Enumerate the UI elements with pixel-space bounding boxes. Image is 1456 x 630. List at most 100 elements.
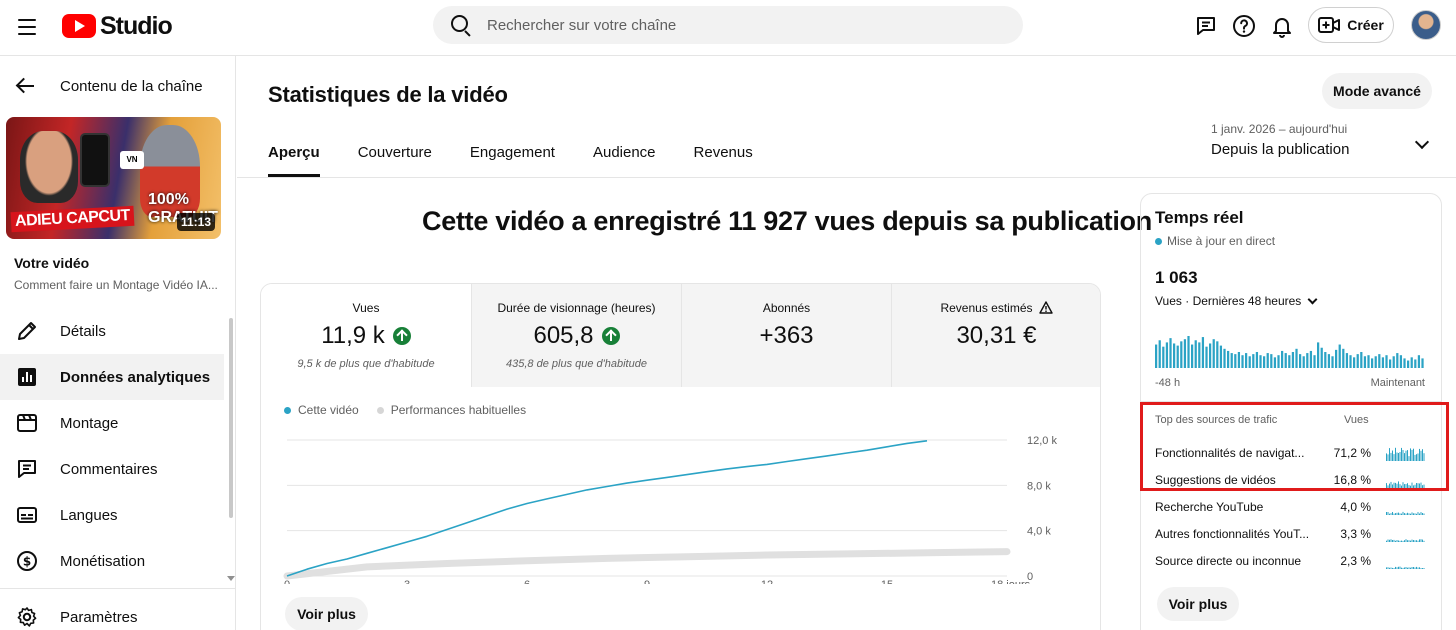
sidebar-scrollbar[interactable] <box>229 318 233 518</box>
sparkline-bar <box>1422 568 1423 569</box>
hamburger-icon[interactable] <box>14 14 40 40</box>
x-tick-label: 6 <box>524 579 530 584</box>
sparkline-bar <box>1410 513 1411 515</box>
sidebar-item-label: Montage <box>60 414 119 432</box>
sparkline-bar <box>1422 513 1423 515</box>
realtime-metric-dropdown[interactable]: Vues · Dernières 48 heures <box>1155 294 1318 308</box>
feedback-icon[interactable] <box>1193 13 1219 39</box>
series-line-this-video <box>286 440 928 577</box>
sparkline-bar <box>1413 485 1414 488</box>
sparkline-bar <box>1404 453 1405 461</box>
sparkline-bar <box>1404 540 1405 542</box>
youtube-studio-logo[interactable]: Studio <box>62 11 173 41</box>
sparkline-bar <box>1419 513 1420 515</box>
traffic-source-row[interactable]: Suggestions de vidéos 16,8 % <box>1155 469 1435 491</box>
sidebar-divider <box>0 588 235 589</box>
realtime-bar <box>1216 341 1219 368</box>
sidebar-item-comments[interactable]: Commentaires <box>0 446 224 492</box>
sparkline-bar <box>1405 484 1407 488</box>
see-more-button[interactable]: Voir plus <box>285 597 368 630</box>
svg-text:$: $ <box>23 555 31 569</box>
realtime-bar <box>1252 354 1255 368</box>
realtime-bar <box>1410 357 1413 368</box>
top-bar: Studio Créer <box>0 0 1456 56</box>
traffic-source-name: Recherche YouTube <box>1155 500 1264 514</box>
sparkline-bar <box>1423 568 1425 569</box>
advanced-mode-button[interactable]: Mode avancé <box>1322 73 1432 109</box>
x-tick-label: 18 jours <box>991 579 1031 584</box>
sparkline-bar <box>1417 483 1419 488</box>
realtime-bar <box>1191 344 1194 368</box>
back-to-channel-content[interactable]: Contenu de la chaîne <box>0 68 235 104</box>
realtime-axis: -48 h Maintenant <box>1155 377 1425 389</box>
sparkline-bar <box>1417 567 1419 569</box>
sparkline-bar <box>1419 483 1420 488</box>
sidebar-item-analytics[interactable]: Données analytiques <box>0 354 224 400</box>
sparkline-bar <box>1402 450 1404 461</box>
sparkline-bar <box>1390 539 1392 542</box>
traffic-source-row[interactable]: Source directe ou inconnue 2,3 % <box>1155 550 1435 572</box>
search-bar[interactable] <box>433 6 1023 44</box>
sparkline-bar <box>1395 566 1396 569</box>
realtime-bar <box>1288 355 1291 368</box>
sparkline-bar <box>1420 450 1422 461</box>
sparkline-bar <box>1413 448 1414 461</box>
video-thumbnail[interactable]: VN ADIEU CAPCUT 100% GRATUIT 11:13 <box>6 117 221 239</box>
sparkline-bar <box>1405 567 1407 569</box>
sparkline-bar <box>1408 513 1410 515</box>
search-input[interactable] <box>487 16 1007 34</box>
notifications-icon[interactable] <box>1269 13 1295 39</box>
realtime-bar <box>1363 356 1367 368</box>
sidebar-item-languages[interactable]: Langues <box>0 492 224 538</box>
tab-reach[interactable]: Couverture <box>357 144 432 161</box>
help-icon[interactable] <box>1231 13 1257 39</box>
scroll-down-icon[interactable] <box>227 576 235 581</box>
realtime-bar <box>1356 354 1359 368</box>
sparkline-bar <box>1392 567 1393 569</box>
youtube-logo <box>62 14 96 38</box>
realtime-bar <box>1299 354 1302 368</box>
traffic-source-row[interactable]: Autres fonctionnalités YouT... 3,3 % <box>1155 523 1435 545</box>
realtime-bar <box>1173 343 1176 368</box>
warning-icon[interactable] <box>1038 301 1053 314</box>
tab-revenue[interactable]: Revenus <box>693 144 753 161</box>
trend-up-icon <box>392 327 411 345</box>
search-icon[interactable] <box>443 6 485 44</box>
sidebar-item-details[interactable]: Détails <box>0 308 224 354</box>
sparkline-bar <box>1393 568 1395 569</box>
sparkline-bar <box>1408 456 1410 461</box>
sparkline-bar <box>1399 566 1401 569</box>
metric-revenue[interactable]: Revenus estimés 30,31 € <box>891 284 1100 387</box>
views-line-chart[interactable]: 0 4,0 k 8,0 k 12,0 k 0 3 6 9 12 15 18 jours <box>261 424 1101 584</box>
tab-engagement[interactable]: Engagement <box>469 144 555 161</box>
date-range-selector[interactable]: 1 janv. 2026 – aujourd'hui Depuis la pub… <box>1211 122 1441 162</box>
traffic-source-row[interactable]: Fonctionnalités de navigat... 71,2 % <box>1155 442 1435 464</box>
sparkline-bar <box>1399 513 1401 515</box>
realtime-bar <box>1155 344 1158 368</box>
traffic-source-row[interactable]: Recherche YouTube 4,0 % <box>1155 496 1435 518</box>
tab-audience[interactable]: Audience <box>592 144 656 161</box>
realtime-see-more-button[interactable]: Voir plus <box>1157 587 1239 621</box>
realtime-bar <box>1187 336 1190 368</box>
realtime-bar-chart[interactable] <box>1155 334 1425 368</box>
tab-overview[interactable]: Aperçu <box>268 136 320 177</box>
metric-views[interactable]: Vues 11,9 k 9,5 k de plus que d'habitude <box>261 284 471 387</box>
traffic-sources-col: Vues <box>1344 414 1369 426</box>
realtime-bar <box>1183 339 1187 368</box>
settings-label: Paramètres <box>60 608 138 626</box>
sidebar-item-monetization[interactable]: $ Monétisation <box>0 538 224 584</box>
create-button[interactable]: Créer <box>1308 7 1394 43</box>
sidebar-item-settings[interactable]: Paramètres <box>0 594 224 630</box>
metric-subscribers[interactable]: Abonnés +363 <box>681 284 891 387</box>
avatar[interactable] <box>1411 10 1441 40</box>
sidebar-item-editing[interactable]: Montage <box>0 400 224 446</box>
sparkline-bar <box>1413 567 1414 569</box>
live-dot-icon <box>1155 237 1162 245</box>
thumbnail-person-image <box>20 131 78 203</box>
sparkline-bar <box>1413 540 1414 542</box>
traffic-source-name: Suggestions de vidéos <box>1155 473 1276 487</box>
realtime-bar <box>1313 355 1316 368</box>
metric-watch-time[interactable]: Durée de visionnage (heures) 605,8 435,8… <box>471 284 681 387</box>
realtime-bar <box>1198 342 1201 368</box>
legend-item-this-video: Cette vidéo <box>284 403 359 417</box>
